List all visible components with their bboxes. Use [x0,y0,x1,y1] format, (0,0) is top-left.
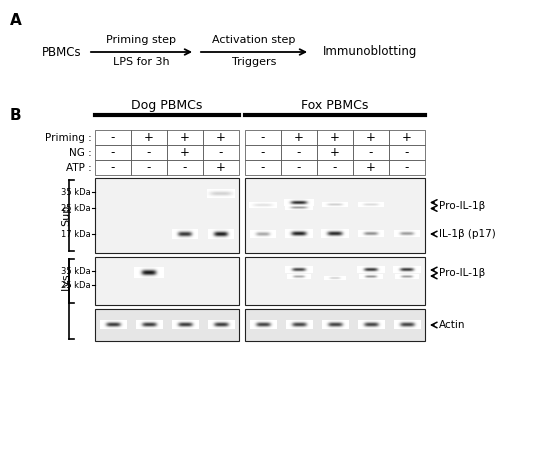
Text: Actin: Actin [439,320,465,330]
Text: Triggers: Triggers [232,57,276,67]
Bar [95,160,131,175]
Bar [95,257,239,305]
Text: +: + [294,131,304,144]
Bar [317,130,353,145]
Text: 35 kDa: 35 kDa [61,187,91,196]
Bar [95,130,131,145]
Bar [167,145,203,160]
Text: Fox PBMCs: Fox PBMCs [301,99,368,112]
Text: 25 kDa: 25 kDa [62,203,91,212]
Text: -: - [111,146,115,159]
Text: +: + [366,161,376,174]
Text: -: - [183,161,187,174]
Text: B: B [10,108,21,123]
Text: +: + [180,131,190,144]
Text: -: - [297,146,301,159]
Text: +: + [330,131,340,144]
Text: +: + [144,131,154,144]
Text: Sup: Sup [61,205,71,226]
Text: A: A [10,13,22,28]
Bar [131,160,167,175]
Text: -: - [297,161,301,174]
Bar [389,160,425,175]
Bar [95,178,239,253]
Text: Lys: Lys [61,272,71,290]
Bar [317,160,353,175]
Text: -: - [405,146,409,159]
Bar [389,130,425,145]
Text: Pro-IL-1β: Pro-IL-1β [439,201,485,210]
Text: -: - [369,146,373,159]
Text: 25 kDa: 25 kDa [62,280,91,289]
Bar [95,145,131,160]
Text: 35 kDa: 35 kDa [61,266,91,275]
Bar [281,145,317,160]
Text: -: - [147,146,151,159]
Bar [245,160,281,175]
Bar [167,160,203,175]
Text: Activation step: Activation step [212,35,296,45]
Bar [281,130,317,145]
Bar [245,309,425,341]
Text: Priming :: Priming : [45,132,92,142]
Text: -: - [405,161,409,174]
Text: +: + [180,146,190,159]
Text: +: + [366,131,376,144]
Text: Immunoblotting: Immunoblotting [323,45,417,59]
Bar [245,257,425,305]
Text: PBMCs: PBMCs [42,45,82,59]
Text: Priming step: Priming step [106,35,176,45]
Text: Pro-IL-1β: Pro-IL-1β [439,268,485,278]
Text: -: - [261,131,265,144]
Text: -: - [261,161,265,174]
Bar [245,178,425,253]
Text: -: - [147,161,151,174]
Text: -: - [111,161,115,174]
Bar [353,145,389,160]
Bar [203,160,239,175]
Text: -: - [333,161,337,174]
Bar [353,160,389,175]
Text: 17 kDa: 17 kDa [61,229,91,238]
Text: NG :: NG : [69,148,92,158]
Text: +: + [216,161,226,174]
Bar [131,145,167,160]
Text: +: + [216,131,226,144]
Bar [281,160,317,175]
Text: -: - [111,131,115,144]
Text: IL-1β (p17): IL-1β (p17) [439,229,496,239]
Text: Dog PBMCs: Dog PBMCs [131,99,203,112]
Bar [389,145,425,160]
Bar [317,145,353,160]
Text: LPS for 3h: LPS for 3h [113,57,169,67]
Bar [353,130,389,145]
Bar [131,130,167,145]
Bar [245,130,281,145]
Bar [203,130,239,145]
Text: -: - [261,146,265,159]
Text: +: + [402,131,412,144]
Bar [203,145,239,160]
Text: -: - [219,146,223,159]
Bar [245,145,281,160]
Text: +: + [330,146,340,159]
Bar [95,309,239,341]
Text: ATP :: ATP : [66,163,92,173]
Bar [167,130,203,145]
